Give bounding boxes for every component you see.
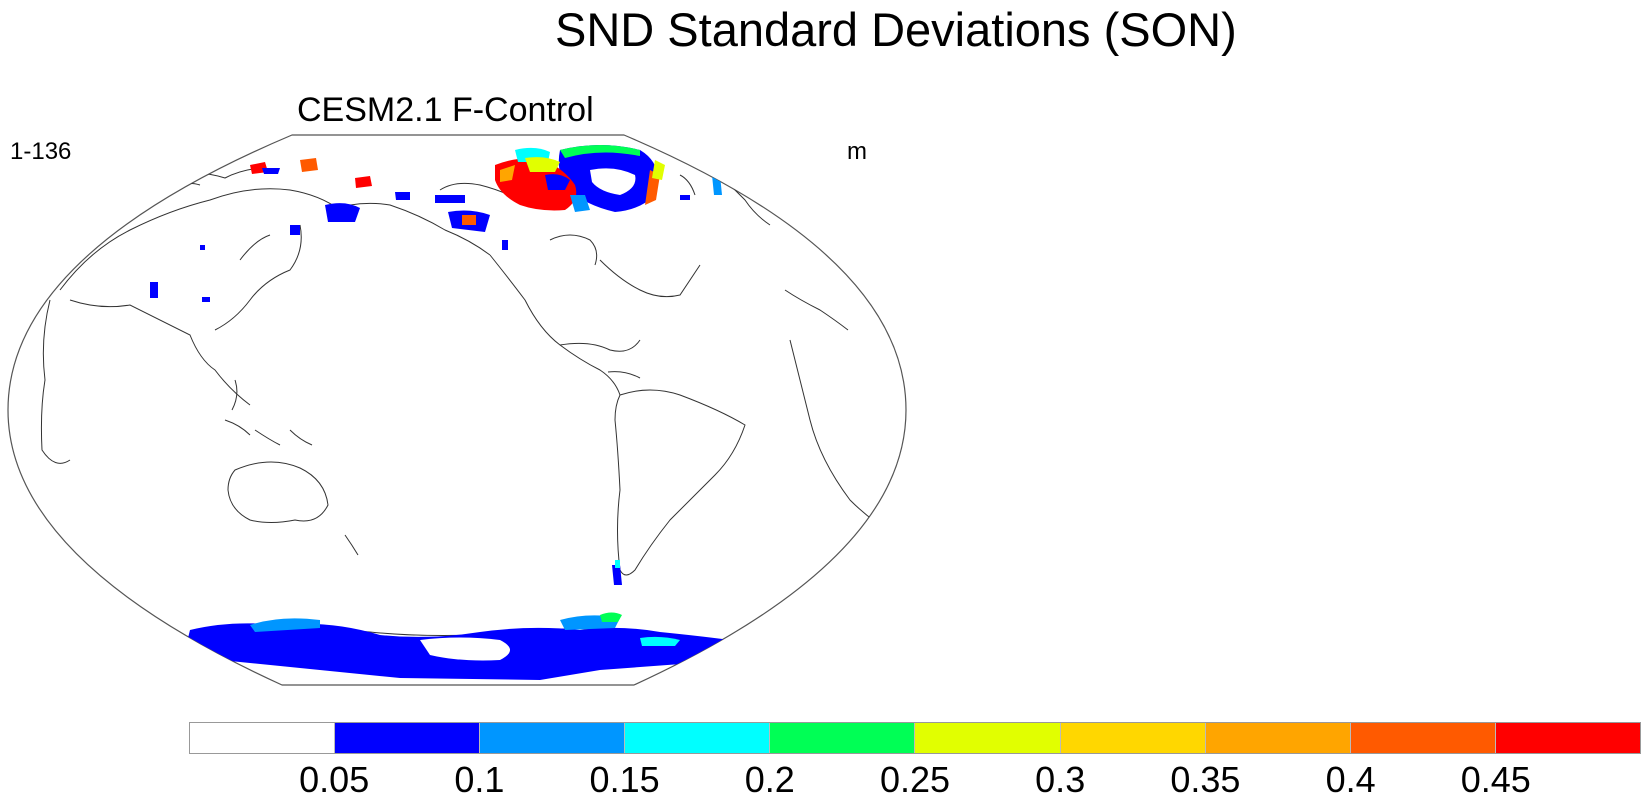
colorbar-tick-label: 0.15 [589,759,660,800]
map-boundary [7,134,907,686]
colorbar-box-9 [1495,723,1640,753]
units-label: m [847,138,867,165]
colorbar-ticks: 0.05 0.1 0.15 0.2 0.25 0.3 0.35 0.4 0.45 [0,760,1649,800]
time-range-label: 1-136 [10,138,72,165]
colorbar-tick-label: 0.2 [744,759,795,800]
colorbar-tick-label: 0.05 [299,759,370,800]
colorbar-tick-label: 0.3 [1035,759,1086,800]
colorbar-tick-label: 0.1 [454,759,505,800]
main-title: SND Standard Deviations (SON) [555,3,1237,56]
colorbar-box-8 [1350,723,1496,753]
colorbar-box-0 [190,723,336,753]
shading-blobs [150,145,735,680]
colorbar [189,722,1641,754]
panel-title: CESM2.1 F-Control [297,91,594,129]
colorbar-box-2 [480,723,626,753]
colorbar-box-3 [625,723,771,753]
colorbar-box-7 [1205,723,1351,753]
colorbar-box-4 [770,723,916,753]
colorbar-tick-label: 0.35 [1170,759,1241,800]
colorbar-box-6 [1060,723,1206,753]
colorbar-box-5 [915,723,1061,753]
colorbar-tick-label: 0.45 [1460,759,1531,800]
colorbar-box-1 [335,723,481,753]
colorbar-tick-label: 0.25 [879,759,951,800]
colorbar-tick-label: 0.4 [1325,759,1376,800]
